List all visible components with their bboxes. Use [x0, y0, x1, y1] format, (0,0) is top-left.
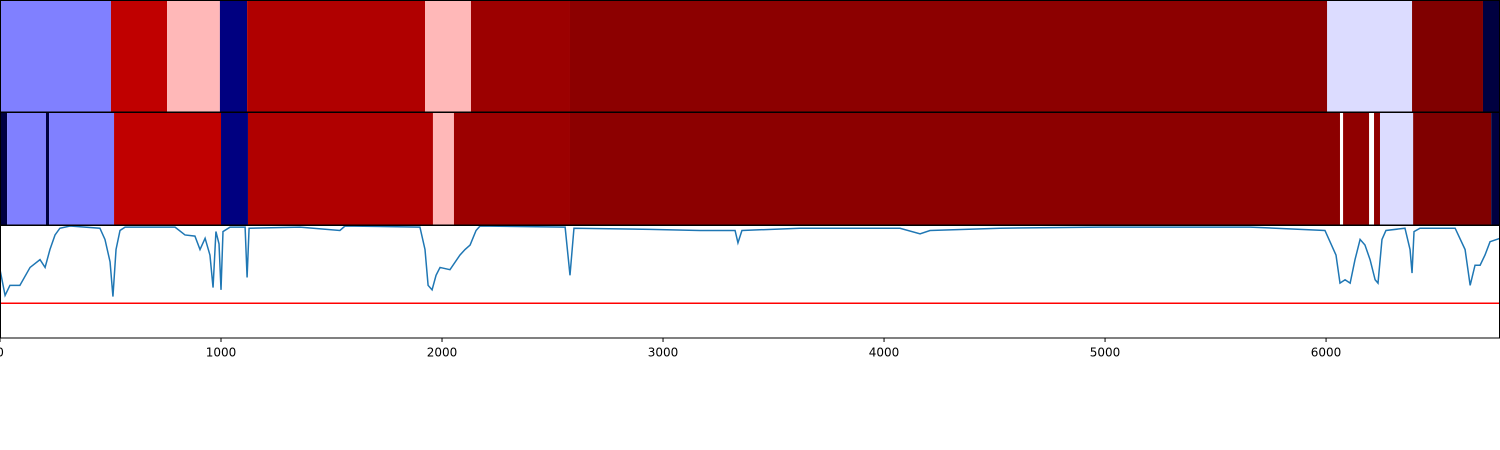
segment — [0, 1, 111, 112]
segment — [247, 1, 426, 112]
panel-frame — [0, 225, 1500, 339]
segment — [247, 113, 433, 225]
x-tick-label: 4000 — [869, 346, 900, 360]
segment — [1482, 1, 1500, 112]
x-tick-label: 2000 — [427, 346, 458, 360]
segment — [1374, 113, 1380, 225]
segment — [49, 113, 115, 225]
segment — [1369, 113, 1375, 225]
segment — [219, 1, 248, 112]
x-tick-label: 1000 — [206, 346, 237, 360]
segment — [453, 113, 570, 225]
segment — [45, 113, 50, 225]
segment — [432, 113, 454, 225]
segment — [1339, 113, 1344, 225]
segment — [221, 113, 248, 225]
x-tick-label: 3000 — [648, 346, 679, 360]
segment — [110, 1, 168, 112]
x-tick-label: 5000 — [1090, 346, 1121, 360]
segment — [1413, 113, 1492, 225]
segment — [1327, 1, 1413, 112]
segment — [470, 1, 570, 112]
segment — [569, 1, 1328, 112]
segment — [1491, 113, 1500, 225]
segment — [0, 113, 8, 225]
segment — [7, 113, 46, 225]
x-tick-label: 6000 — [1311, 346, 1342, 360]
x-tick-label: 0 — [0, 346, 4, 360]
segment — [1412, 1, 1483, 112]
segment — [167, 1, 220, 112]
line — [0, 225, 1500, 298]
segment — [569, 113, 1340, 225]
segment — [1343, 113, 1370, 225]
segment — [114, 113, 222, 225]
segment — [425, 1, 471, 112]
segment — [1379, 113, 1414, 225]
